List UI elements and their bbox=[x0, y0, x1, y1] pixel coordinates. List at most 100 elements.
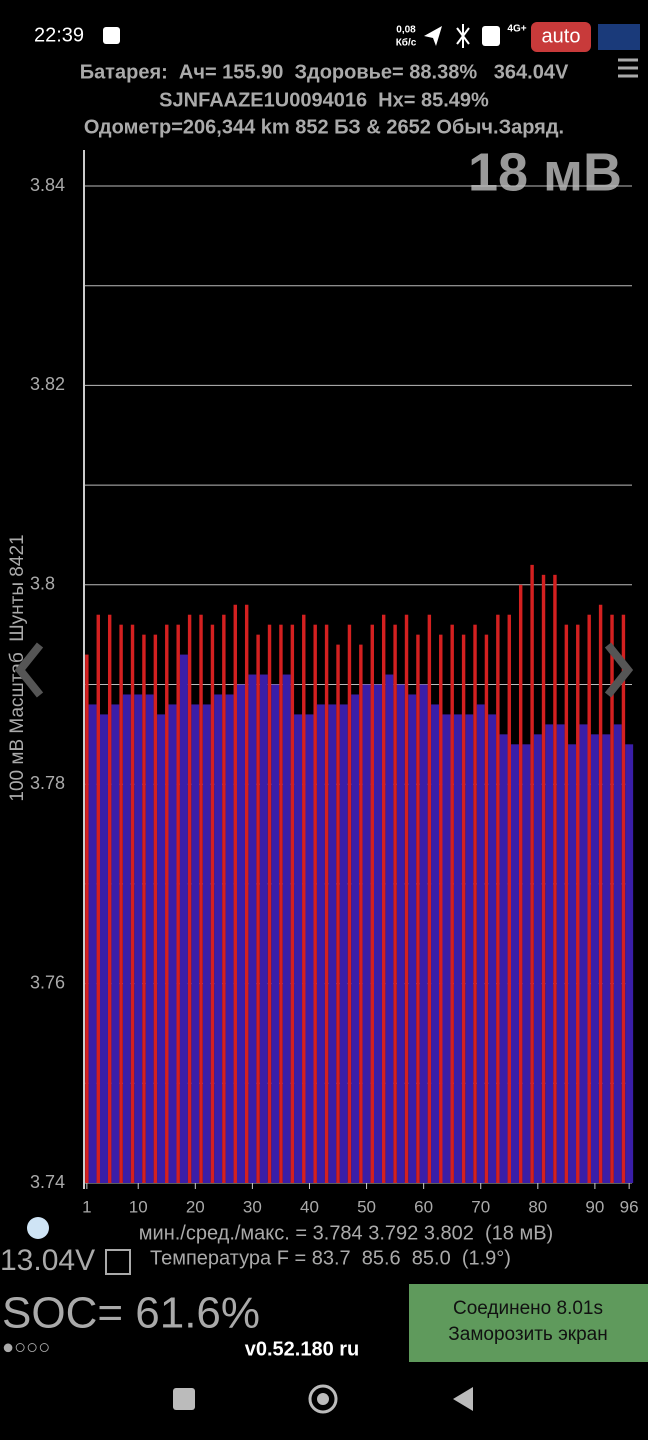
bar bbox=[202, 704, 211, 1183]
x-tick-label: 10 bbox=[129, 1197, 148, 1216]
x-tick-label: 90 bbox=[585, 1197, 604, 1216]
bar bbox=[431, 704, 440, 1183]
stats: мин./сред./макс. = 3.784 3.792 3.802 (18… bbox=[139, 1222, 553, 1244]
bar bbox=[347, 624, 352, 1183]
bar bbox=[576, 624, 580, 1183]
y-tick-label: 3.84 bbox=[30, 175, 65, 195]
bar bbox=[85, 654, 89, 1183]
bar bbox=[541, 574, 546, 1183]
nav-back[interactable] bbox=[453, 1387, 473, 1411]
cell-voltage-chart: 3.74 3.76 3.78 3.8 3.82 3.84 1 10 20 30 40 50 60 70 80… bbox=[30, 150, 639, 1216]
bar bbox=[476, 704, 485, 1183]
bar bbox=[556, 724, 565, 1183]
x-tick-label: 50 bbox=[357, 1197, 376, 1216]
bar bbox=[396, 684, 405, 1183]
bar bbox=[499, 734, 508, 1183]
nav-home-dot[interactable] bbox=[317, 1393, 329, 1405]
ria-logo bbox=[598, 24, 640, 50]
bar bbox=[142, 634, 146, 1183]
bar bbox=[404, 614, 409, 1183]
bar bbox=[488, 714, 497, 1183]
bar bbox=[453, 714, 462, 1183]
bar bbox=[187, 614, 192, 1183]
bar bbox=[271, 684, 280, 1183]
freeze-label[interactable]: Заморозить экран bbox=[448, 1324, 607, 1345]
bar bbox=[518, 584, 523, 1183]
bar bbox=[461, 634, 466, 1183]
bar bbox=[621, 614, 626, 1183]
x-tick-label: 70 bbox=[471, 1197, 490, 1216]
location-icon bbox=[424, 26, 442, 46]
bar bbox=[553, 574, 557, 1183]
bar bbox=[267, 624, 272, 1183]
temperature: Температура F = 83.7 85.6 85.0 (1.9°) bbox=[150, 1247, 511, 1269]
freeze-button[interactable] bbox=[409, 1284, 648, 1362]
bar bbox=[214, 694, 223, 1183]
bar bbox=[316, 704, 325, 1183]
bulb-icon[interactable] bbox=[27, 1217, 49, 1239]
y-tick-label: 3.78 bbox=[30, 773, 65, 793]
speed-unit: Кб/с bbox=[396, 37, 417, 49]
bar bbox=[153, 634, 158, 1183]
bar bbox=[294, 714, 303, 1183]
bar bbox=[191, 704, 200, 1183]
bar bbox=[130, 624, 135, 1183]
bar bbox=[107, 614, 112, 1183]
bar bbox=[165, 624, 169, 1183]
bar bbox=[145, 694, 154, 1183]
auto-label[interactable]: auto bbox=[542, 25, 581, 47]
odometer-line: Одометр=206,344 km 852 БЗ & 2652 Обыч.За… bbox=[84, 116, 564, 138]
battery-line: Батарея: Ач= 155.90 Здоровье= 88.38% 364… bbox=[80, 61, 569, 83]
bar bbox=[507, 614, 511, 1183]
connected-label[interactable]: Соединено 8.01s bbox=[453, 1298, 603, 1319]
aux-voltage: 13.04V bbox=[0, 1244, 95, 1277]
bar bbox=[256, 634, 260, 1183]
bar bbox=[111, 704, 120, 1183]
bar bbox=[225, 694, 234, 1183]
bar bbox=[302, 614, 306, 1183]
menu-icon[interactable] bbox=[618, 58, 638, 78]
dots: ●○○○ bbox=[2, 1336, 50, 1358]
prev-arrow[interactable] bbox=[14, 642, 44, 698]
bar bbox=[393, 624, 397, 1183]
bar bbox=[351, 694, 360, 1183]
bar bbox=[510, 744, 519, 1183]
bar bbox=[625, 744, 634, 1183]
bar bbox=[339, 704, 348, 1183]
nav-home[interactable] bbox=[308, 1384, 338, 1414]
bar bbox=[613, 724, 622, 1183]
bar bbox=[362, 684, 371, 1183]
bar bbox=[473, 624, 477, 1183]
bar bbox=[210, 624, 215, 1183]
bar bbox=[370, 624, 374, 1183]
next-arrow[interactable] bbox=[604, 642, 634, 698]
bar bbox=[568, 744, 577, 1183]
bar bbox=[290, 624, 295, 1183]
auto-badge[interactable] bbox=[531, 22, 591, 52]
nav-recent[interactable] bbox=[173, 1388, 195, 1410]
bar bbox=[305, 714, 314, 1183]
y-tick-label: 3.82 bbox=[30, 374, 65, 394]
bar bbox=[168, 704, 177, 1183]
x-tick-label: 80 bbox=[528, 1197, 547, 1216]
bluetooth-icon bbox=[456, 24, 470, 48]
speed-value: 0,08 bbox=[396, 25, 416, 36]
bar bbox=[176, 624, 180, 1183]
bar bbox=[324, 624, 329, 1183]
bar bbox=[598, 604, 603, 1183]
bar bbox=[450, 624, 454, 1183]
bar bbox=[259, 674, 268, 1183]
bar bbox=[336, 644, 340, 1183]
calendar-icon[interactable] bbox=[105, 1249, 131, 1275]
bar bbox=[610, 614, 614, 1183]
notification-icon bbox=[103, 27, 120, 44]
bar bbox=[579, 724, 588, 1183]
bar bbox=[373, 684, 382, 1183]
bar bbox=[530, 564, 534, 1183]
bar bbox=[122, 694, 131, 1183]
bar bbox=[408, 694, 417, 1183]
bar bbox=[564, 624, 569, 1183]
bar bbox=[96, 614, 100, 1183]
bar bbox=[119, 624, 123, 1183]
bar bbox=[99, 714, 108, 1183]
